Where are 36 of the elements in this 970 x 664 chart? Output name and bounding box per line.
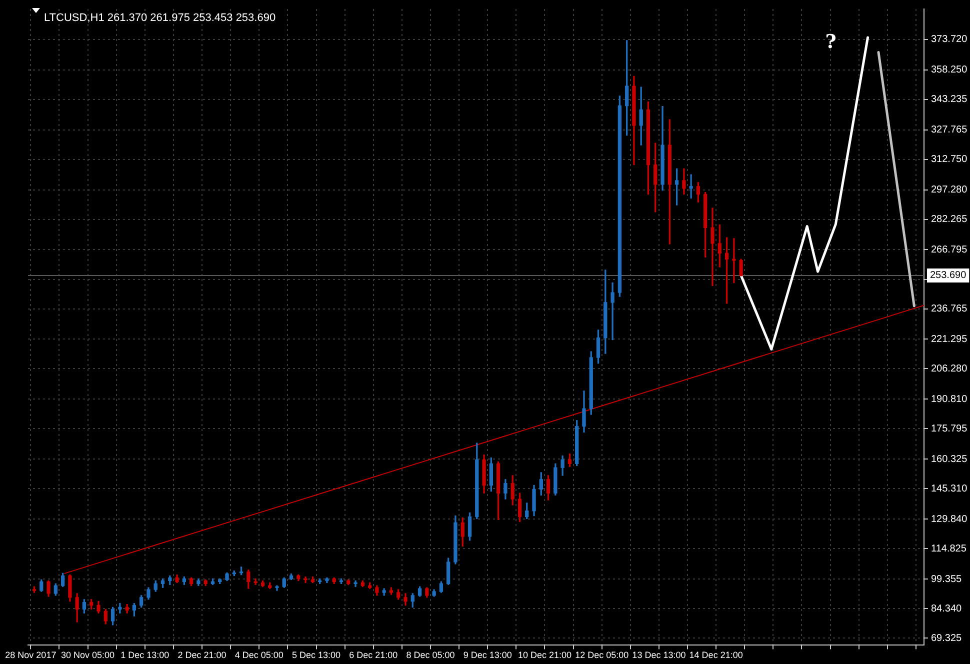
x-tick-label: 28 Nov 2017	[5, 650, 56, 660]
y-tick-label: 343.235	[931, 94, 968, 106]
y-tick-label: 327.765	[931, 124, 968, 136]
x-tick-label: 6 Dec 21:00	[349, 650, 398, 660]
x-tick-label: 12 Dec 05:00	[575, 650, 629, 660]
y-tick-label: 236.765	[931, 304, 968, 315]
x-tick-label: 1 Dec 13:00	[120, 650, 170, 660]
y-tick-label: 190.810	[931, 394, 968, 405]
ref-line-label: 253.690	[930, 270, 967, 282]
y-tick-label: 373.720	[931, 34, 968, 46]
y-tick-label: 206.280	[931, 363, 968, 374]
annotation: ?	[825, 30, 836, 53]
y-tick-label: 69.325	[931, 632, 962, 644]
y-tick-label: 84.340	[931, 603, 962, 614]
y-tick-label: 99.355	[931, 574, 962, 585]
x-tick-label: 10 Dec 21:00	[518, 650, 572, 660]
y-tick-label: 145.310	[931, 483, 968, 494]
y-tick-label: 266.795	[931, 244, 968, 256]
y-tick-label: 114.825	[931, 543, 967, 554]
x-tick-label: 5 Dec 13:00	[292, 650, 341, 660]
y-tick-label: 282.265	[931, 214, 968, 226]
chart-title: LTCUSD,H1 261.370 261.975 253.453 253.690	[44, 12, 276, 24]
y-tick-label: 160.325	[931, 454, 968, 465]
x-tick-label: 13 Dec 13:00	[632, 650, 686, 660]
x-tick-label: 9 Dec 13:00	[463, 650, 512, 660]
y-tick-label: 175.795	[931, 423, 968, 434]
y-tick-label: 129.840	[931, 514, 968, 525]
x-tick-label: 8 Dec 05:00	[406, 650, 455, 660]
x-tick-label: 14 Dec 21:00	[689, 650, 743, 660]
y-tick-label: 358.250	[931, 64, 968, 76]
y-tick-label: 221.295	[931, 334, 968, 345]
y-tick-label: 312.750	[931, 154, 968, 166]
x-tick-label: 4 Dec 05:00	[234, 650, 284, 660]
y-tick-label: 297.280	[931, 184, 968, 196]
x-tick-label: 2 Dec 21:00	[178, 650, 226, 660]
x-tick-label: 30 Nov 05:00	[61, 650, 115, 660]
